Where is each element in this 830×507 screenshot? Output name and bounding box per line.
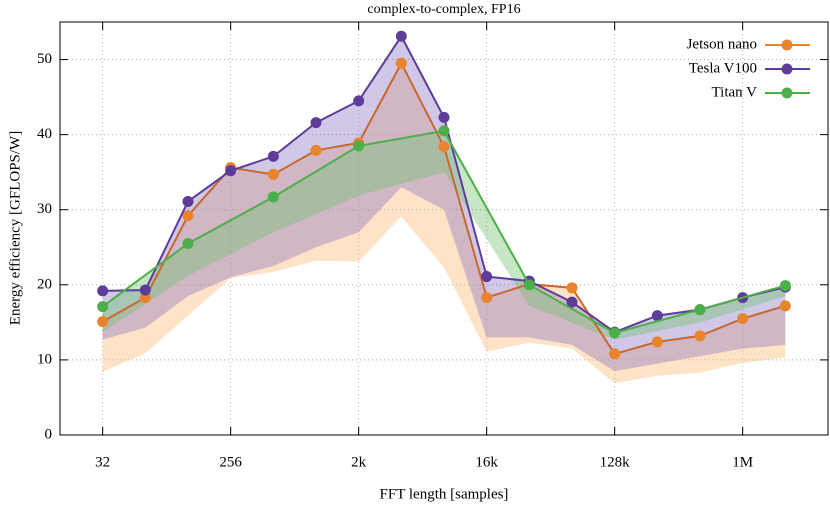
data-point (182, 210, 194, 222)
data-point (481, 271, 493, 283)
x-tick-label: 2k (351, 454, 367, 470)
range-band (102, 130, 786, 340)
x-tick-label: 32 (95, 454, 110, 470)
y-tick-label: 40 (37, 126, 52, 142)
plot-frame (59, 21, 829, 436)
data-point (97, 301, 109, 313)
data-point (395, 57, 407, 69)
x-tick-label: 16k (475, 454, 498, 470)
data-point (353, 95, 365, 107)
x-tick-label: 128k (600, 454, 631, 470)
data-point (267, 191, 279, 203)
x-axis-label: FFT length [samples] (380, 486, 509, 502)
data-point (353, 140, 365, 152)
data-point (523, 279, 535, 291)
data-point (566, 296, 578, 308)
legend-marker (781, 63, 793, 75)
data-point (609, 327, 621, 339)
data-point (225, 165, 237, 177)
legend-label: Tesla V100 (689, 60, 757, 76)
range-band (102, 63, 786, 384)
data-point (694, 304, 706, 316)
data-point (651, 336, 663, 348)
data-point (395, 30, 407, 42)
data-point (139, 284, 151, 296)
data-point (310, 117, 322, 129)
x-tick-label: 1M (732, 454, 753, 470)
legend-label: Jetson nano (687, 36, 757, 52)
legend-marker (781, 87, 793, 99)
data-point (566, 282, 578, 294)
y-tick-label: 50 (37, 51, 52, 67)
data-point (694, 330, 706, 342)
data-point (267, 168, 279, 180)
x-tick-label: 256 (219, 454, 242, 470)
data-point (609, 348, 621, 360)
data-point (310, 144, 322, 156)
data-point (182, 238, 194, 250)
legend-marker (781, 39, 793, 51)
data-point (481, 292, 493, 304)
data-point (182, 195, 194, 207)
chart-title: complex-to-complex, FP16 (367, 2, 520, 17)
data-point (97, 316, 109, 328)
range-band (102, 36, 786, 372)
data-point (97, 285, 109, 297)
data-point (651, 310, 663, 322)
data-point (779, 280, 791, 292)
data-point (438, 141, 450, 153)
data-point (267, 150, 279, 162)
y-tick-label: 20 (37, 276, 52, 292)
y-tick-label: 30 (37, 201, 52, 217)
y-tick-label: 10 (37, 351, 52, 367)
data-point (779, 300, 791, 312)
y-axis-label: Energy efficiency [GFLOPS/W] (7, 131, 23, 325)
data-point (737, 313, 749, 325)
data-point (438, 125, 450, 137)
data-point (438, 111, 450, 123)
legend-label: Titan V (712, 84, 758, 100)
y-tick-label: 0 (45, 426, 53, 442)
